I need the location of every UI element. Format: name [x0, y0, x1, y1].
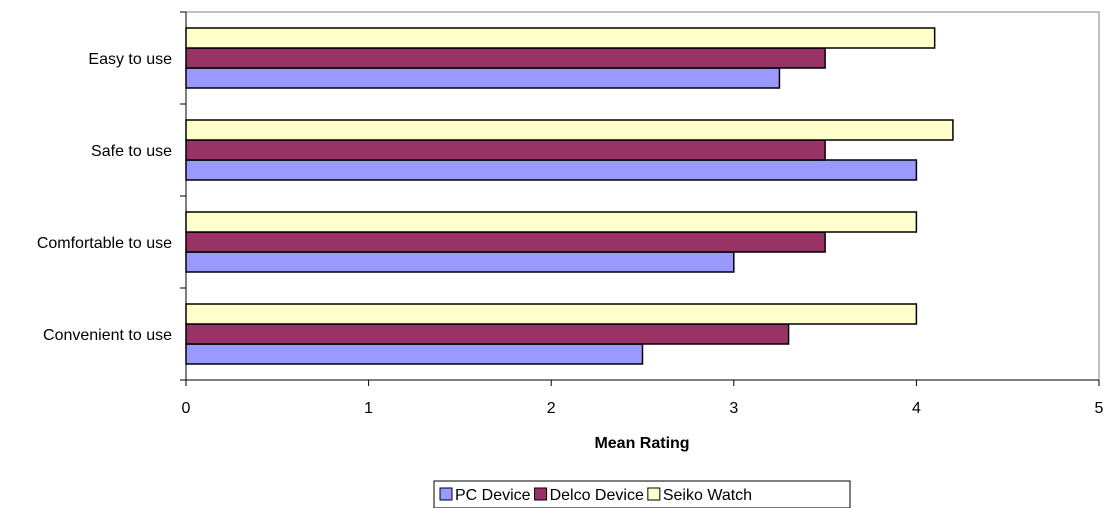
x-tick-label: 1	[364, 400, 373, 417]
legend-label: Seiko Watch	[663, 487, 752, 504]
bar-delco-device-2	[185, 139, 826, 161]
bar-delco-device-4	[185, 323, 790, 345]
legend-swatch	[439, 487, 453, 501]
bar-seiko-watch-3	[185, 211, 918, 233]
bar-seiko-watch-4	[185, 303, 918, 325]
legend-label: PC Device	[455, 487, 531, 504]
x-tick-label: 4	[912, 400, 921, 417]
x-axis-ticks: 0 1 2 3 4 5	[182, 380, 1104, 417]
x-tick-label: 3	[729, 400, 738, 417]
bar-pc-device-3	[185, 251, 735, 273]
bar-seiko-watch-2	[185, 119, 954, 141]
bar-pc-device-1	[185, 67, 781, 89]
x-tick-label: 5	[1095, 400, 1104, 417]
legend-swatch	[647, 487, 661, 501]
bar-delco-device-3	[185, 231, 826, 253]
legend: PC Device Delco Device Seiko Watch	[433, 480, 851, 508]
x-axis-title: Mean Rating	[594, 435, 689, 452]
bar-delco-device-1	[185, 47, 826, 69]
legend-swatch	[534, 487, 548, 501]
bars-group	[185, 27, 954, 365]
x-tick-label: 2	[547, 400, 556, 417]
legend-label: Delco Device	[550, 487, 644, 504]
legend-box	[433, 480, 851, 508]
y-axis-ticks: Easy to use Safe to use Comfortable to use…	[37, 11, 186, 381]
bar-pc-device-4	[185, 343, 644, 365]
bar-pc-device-2	[185, 159, 918, 181]
category-label: Easy to use	[88, 51, 172, 68]
category-label: Safe to use	[91, 143, 172, 160]
x-tick-label: 0	[182, 400, 191, 417]
category-label: Convenient to use	[43, 327, 172, 344]
bar-seiko-watch-1	[185, 27, 936, 49]
category-label: Comfortable to use	[37, 235, 172, 252]
legend-items: PC Device Delco Device Seiko Watch	[439, 487, 752, 504]
